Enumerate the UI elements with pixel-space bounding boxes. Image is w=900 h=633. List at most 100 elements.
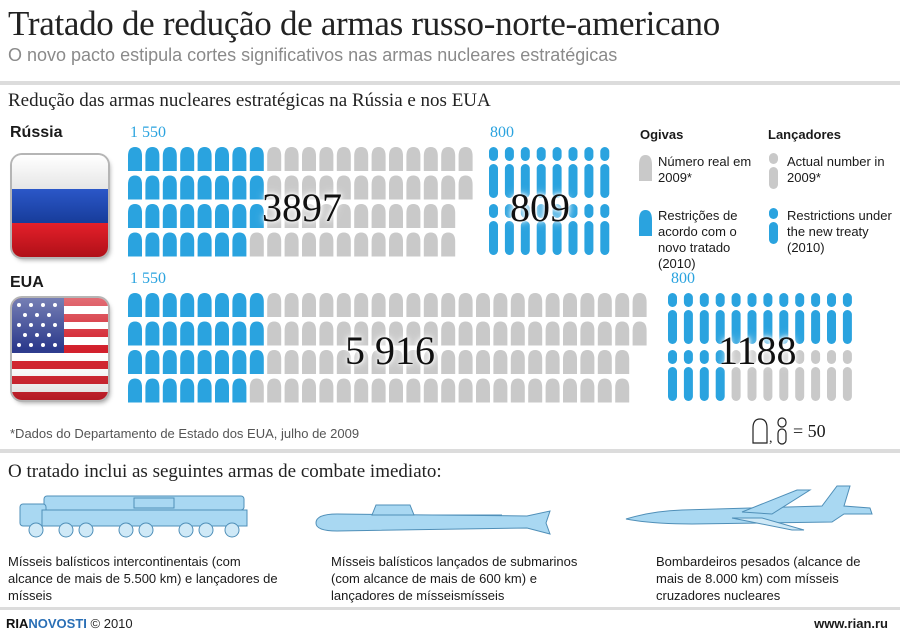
usa-warhead-icon [215, 321, 229, 346]
russia-warhead-icon [354, 204, 369, 228]
russia-launchers-limit-value: 800 [490, 124, 514, 141]
usa-warheads-pictogram [128, 293, 650, 407]
usa-flag [12, 298, 108, 400]
russia-warhead-icon [319, 232, 334, 257]
usa-warhead-icon [302, 378, 316, 403]
russia-launcher-icon [552, 204, 562, 255]
russia-warhead-icon [162, 204, 177, 228]
country-label-usa: EUA [10, 274, 44, 291]
usa-warhead-icon [354, 378, 369, 403]
legend-limit-text-en: Restrictions under the new treaty (2010) [787, 208, 892, 255]
russia-warhead-icon [267, 204, 282, 228]
logo-novosti-text: NOVOSTI [28, 616, 87, 631]
russia-warhead-icon [302, 147, 316, 171]
russia-warhead-icon [336, 232, 351, 257]
russia-warhead-icon [284, 175, 299, 200]
site-url: www.rian.ru [814, 616, 888, 631]
russia-warhead-icon [180, 147, 195, 171]
russia-warhead-icon [441, 204, 456, 228]
usa-launcher-icon [842, 350, 852, 401]
usa-launcher-icon [668, 350, 677, 401]
russia-warhead-icon [423, 232, 438, 257]
usa-warhead-icon [580, 293, 595, 317]
legend-warheads-title: Ogivas [640, 127, 684, 142]
russia-warheads-pictogram [128, 147, 476, 261]
usa-warhead-icon [162, 293, 177, 317]
russia-warhead-icon [215, 147, 229, 171]
russia-warhead-icon [180, 232, 195, 257]
russia-launcher-icon [568, 147, 578, 198]
usa-warhead-icon [406, 293, 421, 317]
usa-warhead-icon [145, 378, 160, 403]
russia-flag [12, 155, 108, 257]
russia-warhead-icon [406, 204, 421, 228]
usa-warhead-icon [284, 321, 299, 346]
usa-warhead-icon [128, 350, 142, 374]
usa-warhead-icon [389, 378, 403, 403]
usa-warhead-icon [249, 378, 264, 403]
russia-warhead-icon [284, 204, 299, 228]
page-subtitle: O novo pacto estipula cortes significati… [8, 45, 618, 65]
russia-launcher-icon [520, 204, 530, 255]
russia-warhead-icon [302, 232, 316, 257]
usa-warhead-icon [197, 378, 212, 403]
russia-warhead-icon [354, 232, 369, 257]
usa-warhead-icon [162, 321, 177, 346]
usa-warhead-icon [319, 350, 334, 374]
russia-launcher-icon [552, 147, 562, 198]
usa-launchers-limit-value: 800 [671, 270, 695, 287]
russia-warhead-icon [162, 147, 177, 171]
usa-warhead-icon [145, 293, 160, 317]
usa-warhead-icon [180, 293, 195, 317]
russia-launcher-icon [584, 147, 594, 198]
russia-warhead-icon [267, 232, 282, 257]
russia-warhead-icon [371, 175, 386, 200]
russia-warhead-icon [145, 147, 160, 171]
russia-launcher-icon [584, 204, 594, 255]
usa-warhead-icon [458, 378, 473, 403]
russia-warhead-icon [336, 147, 351, 171]
russia-launcher-icon [489, 147, 498, 198]
russia-launcher-icon [536, 204, 546, 255]
usa-warhead-icon [441, 378, 456, 403]
divider-middle [0, 449, 900, 453]
usa-warhead-icon [232, 378, 247, 403]
usa-launchers-actual-value: 1188 [718, 328, 797, 373]
russia-warhead-icon [389, 147, 403, 171]
weapon-description-bomber: Bombardeiros pesados (alcance de mais de… [656, 554, 861, 603]
usa-warhead-icon [510, 378, 525, 403]
legend-warhead-limit-icon [639, 210, 652, 236]
usa-warhead-icon [354, 350, 369, 374]
russia-launcher-icon [536, 147, 546, 198]
russia-warhead-icon [232, 175, 247, 200]
usa-warhead-icon [563, 378, 577, 403]
usa-warhead-icon [145, 350, 160, 374]
legend-warhead-actual-icon [639, 155, 652, 181]
russia-warhead-icon [215, 175, 229, 200]
russia-warhead-icon [197, 232, 212, 257]
scale-icons: , [752, 417, 787, 445]
usa-warhead-icon [249, 293, 264, 317]
copyright-text: © 2010 [86, 616, 133, 631]
legend-limit-text-pt: Restrições de acordo com o novo tratado … [658, 208, 738, 271]
scale-value: = 50 [793, 421, 826, 441]
usa-warhead-icon [563, 293, 577, 317]
usa-warhead-icon [232, 321, 247, 346]
legend-launcher-actual-icon [769, 153, 778, 189]
russia-launchers-pictogram [489, 147, 617, 261]
russia-warhead-icon [441, 175, 456, 200]
usa-warhead-icon [545, 321, 560, 346]
usa-warhead-icon [284, 350, 299, 374]
russia-warhead-icon [458, 175, 473, 200]
russia-warhead-icon [389, 175, 403, 200]
usa-warhead-icon [302, 321, 316, 346]
russia-warhead-icon [249, 232, 264, 257]
russia-warhead-icon [215, 232, 229, 257]
russia-warhead-icon [145, 175, 160, 200]
usa-launcher-icon [747, 350, 757, 401]
usa-warhead-icon [476, 378, 490, 403]
usa-warhead-icon [597, 350, 612, 374]
russia-warhead-icon [128, 147, 142, 171]
russia-warhead-icon [197, 175, 212, 200]
usa-launcher-icon [683, 350, 693, 401]
